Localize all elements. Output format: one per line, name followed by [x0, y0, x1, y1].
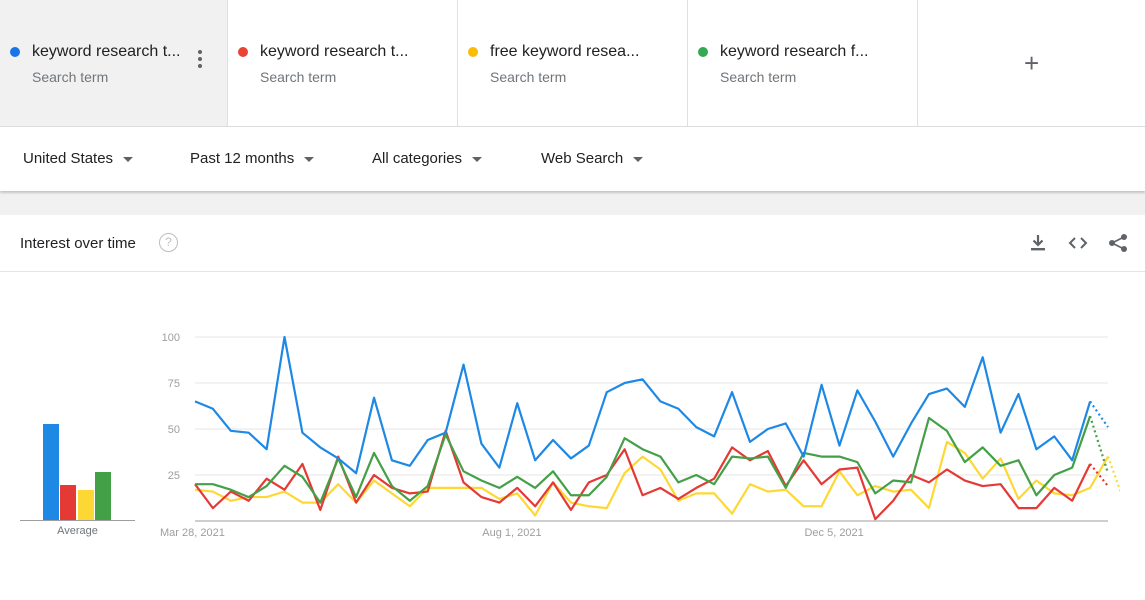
- search-term-label: free keyword resea...: [490, 43, 640, 60]
- category-value: All categories: [372, 150, 463, 167]
- download-icon[interactable]: [1027, 232, 1049, 254]
- search-term-type: Search term: [32, 69, 109, 85]
- series-line: [195, 415, 1092, 504]
- series-color-dot: [698, 47, 708, 57]
- section-divider: [0, 191, 1145, 215]
- series-color-dot: [238, 47, 248, 57]
- region-dropdown[interactable]: United States: [23, 150, 134, 167]
- series-line: [194, 335, 1092, 475]
- share-icon[interactable]: [1107, 232, 1129, 254]
- search-term-1[interactable]: keyword research t... Search term: [0, 0, 228, 126]
- x-tick-label: Aug 1, 2021: [482, 527, 541, 539]
- category-dropdown[interactable]: All categories: [372, 150, 483, 167]
- interest-over-time-card: Interest over time ? Average 100 75 50 25 Ma…: [0, 215, 1145, 600]
- interest-line-chart: 100 75 50 25 Mar 28, 2021 Aug 1, 2021 Dec 5, 2…: [160, 332, 1120, 539]
- y-tick-label: 100: [162, 332, 180, 344]
- caret-down-icon: [123, 156, 134, 162]
- series-partial-segment: [1089, 400, 1109, 428]
- x-tick-label: Dec 5, 2021: [804, 527, 863, 539]
- period-value: Past 12 months: [190, 150, 295, 167]
- filter-bar: United States Past 12 months All categor…: [0, 127, 1145, 191]
- region-value: United States: [23, 150, 114, 167]
- search-term-4[interactable]: keyword research f... Search term: [688, 0, 918, 126]
- embed-icon[interactable]: [1067, 232, 1089, 254]
- search-term-label: keyword research t...: [32, 43, 181, 60]
- card-header: Interest over time ?: [0, 215, 1145, 272]
- series-partial-segment: [1106, 456, 1120, 494]
- average-chart: Average: [20, 320, 135, 540]
- caret-down-icon: [472, 156, 483, 162]
- average-bar: [78, 490, 94, 520]
- search-term-3[interactable]: free keyword resea... Search term: [458, 0, 688, 126]
- period-dropdown[interactable]: Past 12 months: [190, 150, 315, 167]
- search-term-label: keyword research f...: [720, 43, 869, 60]
- more-options-icon[interactable]: [192, 50, 208, 74]
- y-tick-label: 25: [168, 470, 180, 482]
- average-bar: [43, 423, 59, 520]
- property-dropdown[interactable]: Web Search: [541, 150, 644, 167]
- plus-icon: +: [1024, 48, 1040, 78]
- help-icon[interactable]: ?: [159, 233, 178, 252]
- average-axis: [20, 520, 135, 521]
- property-value: Web Search: [541, 150, 624, 167]
- search-term-type: Search term: [490, 69, 567, 85]
- series-partial-segment: [1089, 415, 1110, 474]
- search-term-2[interactable]: keyword research t... Search term: [228, 0, 458, 126]
- search-term-type: Search term: [260, 69, 337, 85]
- series-color-dot: [10, 47, 20, 57]
- average-bar: [95, 471, 111, 520]
- add-comparison-button[interactable]: +: [918, 0, 1145, 126]
- search-term-type: Search term: [720, 69, 797, 85]
- series-color-dot: [468, 47, 478, 57]
- search-term-label: keyword research t...: [260, 43, 409, 60]
- search-terms-bar: keyword research t... Search term keywor…: [0, 0, 1145, 127]
- caret-down-icon: [304, 156, 315, 162]
- average-bar: [60, 484, 76, 520]
- x-tick-label: Mar 28, 2021: [160, 527, 225, 539]
- y-tick-label: 50: [168, 424, 180, 436]
- average-label: Average: [57, 525, 98, 537]
- caret-down-icon: [633, 156, 644, 162]
- y-tick-label: 75: [168, 378, 180, 390]
- card-title: Interest over time: [20, 235, 136, 252]
